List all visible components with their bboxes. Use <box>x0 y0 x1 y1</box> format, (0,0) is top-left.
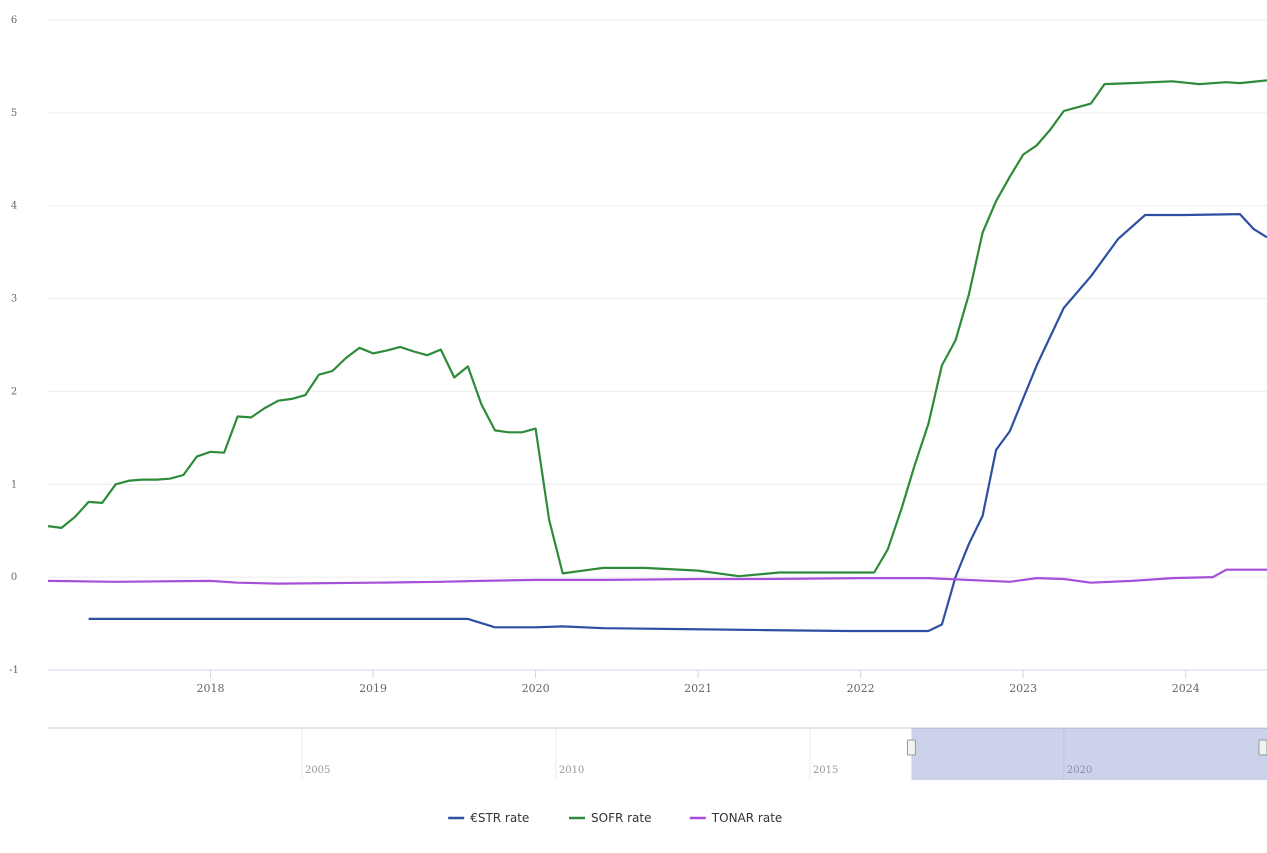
legend-label: TONAR rate <box>711 811 783 825</box>
x-tick-label: 2024 <box>1172 682 1200 695</box>
x-tick-label: 2021 <box>684 682 712 695</box>
legend-item-tonar-rate[interactable]: TONAR rate <box>689 811 783 825</box>
y-tick-label: 0 <box>11 572 17 583</box>
y-axis: -1 0 1 2 3 4 5 6 <box>9 15 19 676</box>
y-tick-label: 3 <box>11 294 17 305</box>
legend-item-sofr-rate[interactable]: SOFR rate <box>569 811 652 825</box>
navigator-handle-left[interactable] <box>906 739 916 756</box>
x-tick-label: 2019 <box>359 682 387 695</box>
series-line-tonar-rate[interactable] <box>47 568 1267 585</box>
x-tick-label: 2023 <box>1009 682 1037 695</box>
y-tick-label: 2 <box>11 386 17 397</box>
navigator-selection[interactable] <box>911 728 1267 780</box>
grid-lines <box>48 19 1267 671</box>
navigator-handle-right[interactable] <box>1258 739 1267 756</box>
navigator-tick-label: 2015 <box>813 765 838 776</box>
x-axis: 2018 2019 2020 2021 2022 2023 2024 <box>48 669 1267 695</box>
y-tick-label: 4 <box>11 201 17 212</box>
series-layer <box>47 79 1267 633</box>
legend-item-str-rate[interactable]: €STR rate <box>448 811 529 825</box>
legend-label: SOFR rate <box>591 811 652 825</box>
x-tick-label: 2018 <box>197 682 225 695</box>
legend-label: €STR rate <box>470 811 529 825</box>
series-line-sofr-rate[interactable] <box>47 79 1267 578</box>
navigator-tick-label: 2010 <box>559 765 584 776</box>
x-tick-label: 2020 <box>522 682 550 695</box>
y-tick-label: -1 <box>9 665 19 676</box>
navigator-tick-label: 2005 <box>305 765 330 776</box>
x-tick-label: 2022 <box>847 682 875 695</box>
y-tick-label: 6 <box>11 15 17 26</box>
navigator-tick-label: 2020 <box>1067 765 1092 776</box>
range-navigator[interactable]: 2005 2010 2015 2020 <box>48 727 1267 780</box>
series-line-str-rate[interactable] <box>88 213 1267 633</box>
y-tick-label: 1 <box>11 479 17 490</box>
legend: €STR rate SOFR rate TONAR rate <box>448 811 782 825</box>
y-tick-label: 5 <box>11 108 17 119</box>
